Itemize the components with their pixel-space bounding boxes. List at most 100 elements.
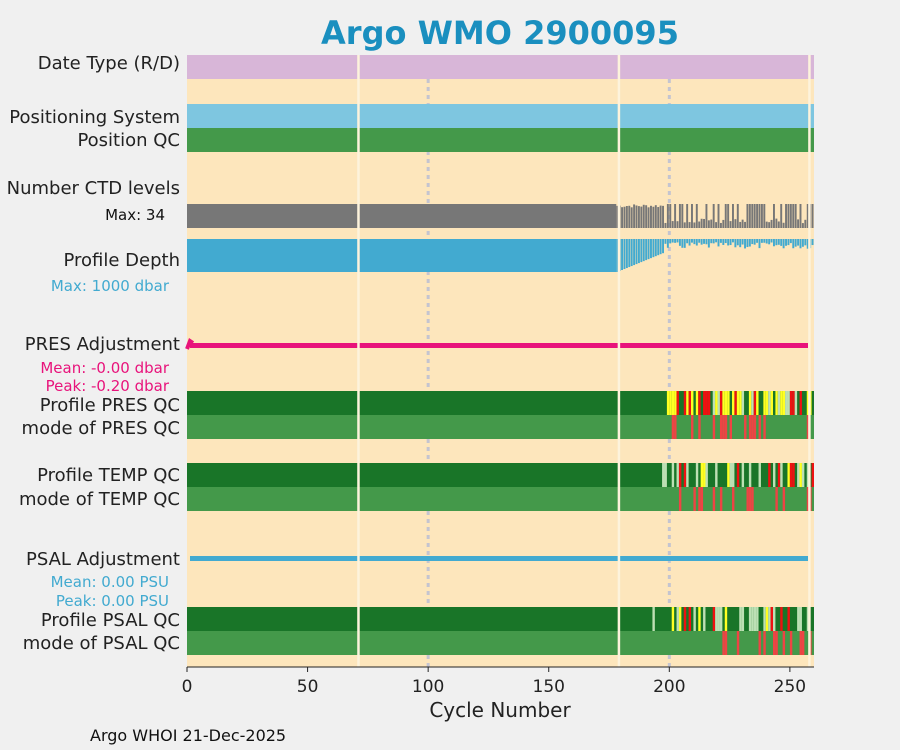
qc-mark [765, 607, 769, 631]
qc-mark [806, 415, 810, 439]
bar-mark [657, 239, 660, 256]
qc-mark [722, 631, 725, 655]
adjustment-line [190, 343, 808, 348]
bar-mark [782, 222, 785, 228]
qc-mark [698, 415, 701, 439]
bar-mark [664, 222, 667, 228]
qc-mark [768, 391, 771, 415]
bar-mark [732, 239, 734, 243]
bar-mark [760, 204, 763, 228]
qc-mark [739, 607, 742, 631]
qc-mark [753, 607, 757, 631]
bar-mark [707, 239, 710, 248]
bar-mark [746, 204, 749, 228]
bar-mark [678, 239, 681, 246]
qc-mark [712, 415, 716, 439]
bar-mark [756, 239, 759, 243]
bar-mark [676, 239, 679, 243]
bar-mark [768, 239, 771, 245]
qc-mark [801, 631, 805, 655]
bar-mark [642, 239, 645, 262]
bar-mark [727, 239, 730, 246]
bar-mark [719, 222, 722, 228]
qc-mark [734, 391, 737, 415]
qc-mark [753, 415, 757, 439]
x-tick-label: 0 [182, 677, 193, 697]
row-note: Max: 34 [105, 206, 165, 224]
bar-mark [806, 239, 809, 249]
bar-mark [683, 222, 686, 228]
bar-mark [787, 204, 790, 228]
qc-mark [678, 487, 682, 511]
x-tick-label: 250 [774, 677, 806, 697]
bar-mark [753, 204, 756, 228]
bar-mark [773, 239, 775, 247]
x-axis-label: Cycle Number [429, 698, 571, 722]
bar-mark [722, 219, 725, 228]
qc-mark [789, 391, 793, 415]
bar-mark [773, 204, 775, 228]
qc-mark [739, 391, 742, 415]
bar-mark [630, 207, 633, 228]
qc-mark [691, 391, 694, 415]
bar-mark [780, 239, 783, 246]
bar-mark [686, 239, 689, 244]
qc-mark [792, 391, 795, 415]
bar-mark [724, 204, 727, 228]
bar-mark [640, 239, 643, 263]
bar-mark [811, 239, 814, 246]
bar-mark [625, 206, 628, 228]
qc-mark [703, 607, 706, 631]
qc-mark [758, 415, 761, 439]
qc-mark [688, 391, 692, 415]
bar-mark [705, 239, 708, 245]
bar-mark [770, 239, 773, 243]
bar-mark [674, 204, 677, 228]
qc-mark [693, 487, 696, 511]
bar-mark [628, 205, 631, 228]
qc-mark [806, 487, 810, 511]
qc-mark [799, 607, 802, 631]
bar-mark [659, 205, 662, 228]
qc-mark [686, 463, 689, 487]
bar-mark [799, 239, 802, 249]
bar-mark [724, 239, 727, 244]
qc-mark [746, 487, 749, 511]
qc-mark [751, 487, 754, 511]
qc-mark [777, 463, 781, 487]
bar-mark [664, 239, 667, 244]
qc-mark [782, 487, 786, 511]
qc-mark [703, 391, 706, 415]
row-label: Profile PRES QC [40, 395, 180, 416]
qc-mark [748, 391, 752, 415]
qc-mark [698, 391, 701, 415]
bar-mark [652, 239, 655, 258]
qc-mark [683, 607, 687, 631]
qc-mark [756, 391, 759, 415]
bar-mark [637, 239, 640, 264]
qc-mark [722, 391, 725, 415]
adjustment-spike [185, 337, 195, 350]
qc-mark [751, 415, 754, 439]
bar-mark [760, 239, 763, 243]
bar-mark [666, 204, 669, 228]
adjustment-mean: Mean: 0.00 PSU [51, 573, 169, 591]
row-label: mode of PRES QC [22, 418, 180, 439]
qc-mark [758, 463, 761, 487]
qc-mark [736, 391, 740, 415]
bar-mark [768, 222, 771, 228]
x-axis: 0 50 100 150 200 250 [182, 666, 814, 697]
qc-mark [676, 607, 679, 631]
qc-mark [741, 391, 745, 415]
qc-mark [719, 607, 723, 631]
qc-mark [780, 391, 783, 415]
bar-mark [640, 206, 643, 228]
qc-mark [741, 463, 745, 487]
qc-mark [678, 463, 682, 487]
bar-mark [681, 239, 684, 248]
qc-mark [785, 391, 788, 415]
bar-mark [736, 204, 739, 228]
qc-mark [787, 607, 790, 631]
bar-mark [703, 218, 705, 228]
bar-block [187, 239, 617, 272]
